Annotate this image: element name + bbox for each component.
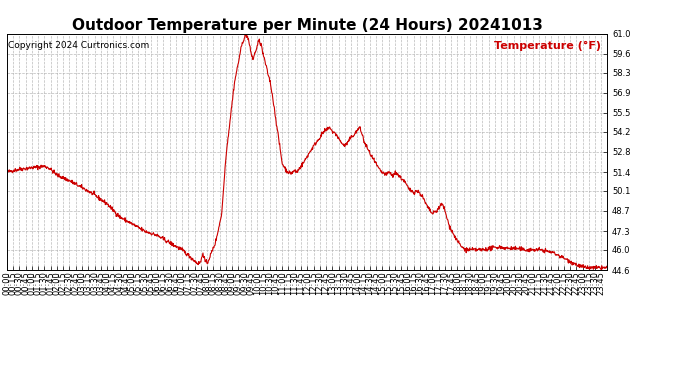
- Text: Temperature (°F): Temperature (°F): [494, 41, 601, 51]
- Text: Copyright 2024 Curtronics.com: Copyright 2024 Curtronics.com: [8, 41, 149, 50]
- Title: Outdoor Temperature per Minute (24 Hours) 20241013: Outdoor Temperature per Minute (24 Hours…: [72, 18, 542, 33]
